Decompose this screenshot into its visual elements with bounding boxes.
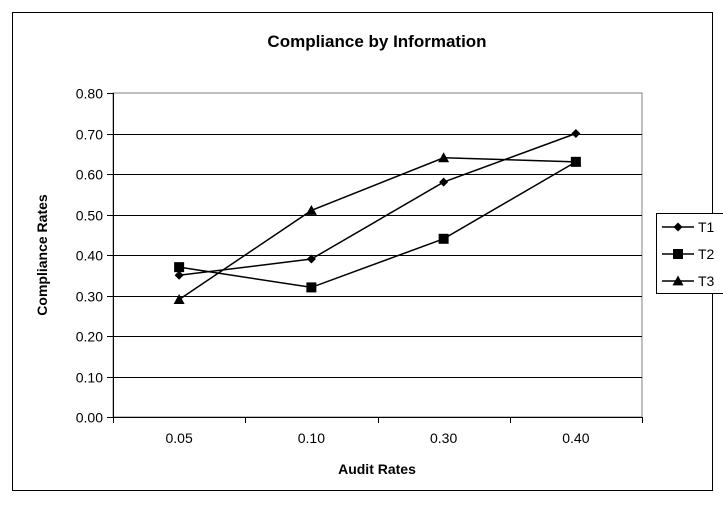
y-tick-label: 0.30 [76, 289, 103, 305]
x-tick-label: 0.10 [298, 430, 325, 446]
legend-label: T3 [698, 273, 715, 289]
legend-label: T2 [698, 246, 715, 262]
y-tick-label: 0.40 [76, 248, 103, 264]
data-point-t2 [439, 234, 449, 244]
y-tick-label: 0.60 [76, 167, 103, 183]
legend-marker [673, 249, 683, 259]
x-tick-label: 0.30 [430, 430, 457, 446]
x-tick-label: 0.05 [166, 430, 193, 446]
y-tick-label: 0.70 [76, 127, 103, 143]
y-tick-label: 0.80 [76, 86, 103, 102]
y-axis-title: Compliance Rates [34, 194, 50, 316]
data-point-t2 [306, 282, 316, 292]
legend: T1 T2 T3 [657, 214, 723, 294]
y-tick-label: 0.00 [76, 410, 103, 426]
x-tick-label: 0.40 [562, 430, 589, 446]
y-tick-label: 0.50 [76, 208, 103, 224]
y-tick-label: 0.20 [76, 329, 103, 345]
y-tick-label: 0.10 [76, 370, 103, 386]
x-axis-title: Audit Rates [338, 461, 416, 477]
chart-title: Compliance by Information [267, 32, 486, 51]
data-point-t2 [174, 262, 184, 272]
legend-label: T1 [698, 219, 715, 235]
